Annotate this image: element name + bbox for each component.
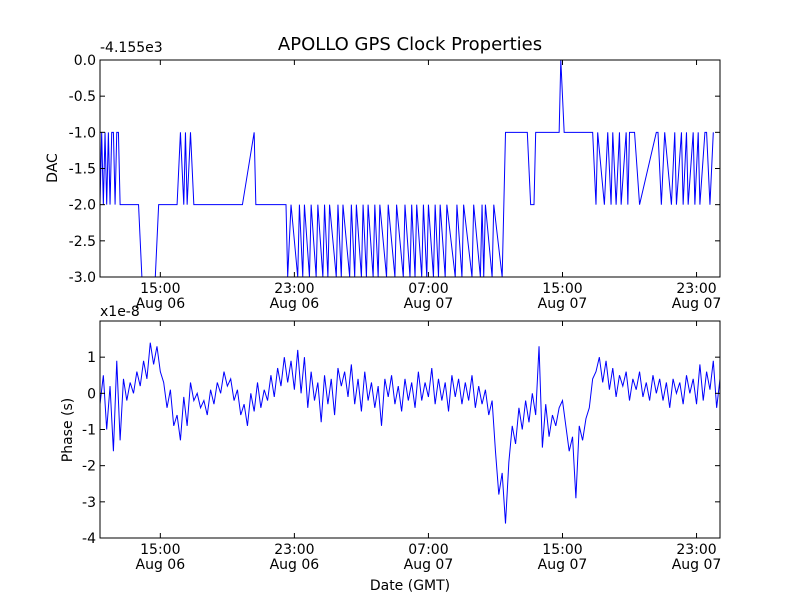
x-axis-label: Date (GMT) bbox=[370, 578, 450, 594]
dac-xtick-time-label: 15:00 bbox=[140, 281, 180, 297]
phase-xtick-time-label: 23:00 bbox=[274, 542, 314, 558]
phase-xtick-time-label: 07:00 bbox=[408, 542, 448, 558]
phase-ytick-label: -4 bbox=[82, 531, 96, 547]
dac-ytick-label: -0.5 bbox=[69, 89, 96, 105]
phase-xtick-time-label: 15:00 bbox=[140, 542, 180, 558]
phase-ytick-label: -1 bbox=[82, 423, 96, 439]
dac-ytick-label: -1.0 bbox=[69, 125, 96, 141]
dac-xtick-date-label: Aug 06 bbox=[270, 296, 320, 312]
phase-series-line bbox=[100, 342, 720, 524]
dac-series-line bbox=[100, 60, 714, 277]
phase-ytick-label: 1 bbox=[87, 350, 96, 366]
phase-xtick-date-label: Aug 07 bbox=[672, 557, 722, 573]
dac-y-axis-label: DAC bbox=[45, 153, 61, 183]
dac-ytick-label: -3.0 bbox=[69, 270, 96, 286]
dac-xtick-time-label: 23:00 bbox=[676, 281, 716, 297]
phase-xtick-date-label: Aug 07 bbox=[538, 557, 588, 573]
phase-axes-frame bbox=[99, 320, 721, 539]
dac-xtick-date-label: Aug 07 bbox=[538, 296, 588, 312]
dac-xtick-date-label: Aug 06 bbox=[136, 296, 186, 312]
phase-ytick-label: 0 bbox=[87, 386, 96, 402]
dac-xtick-time-label: 23:00 bbox=[274, 281, 314, 297]
dac-ytick-label: 0.0 bbox=[74, 53, 96, 69]
dac-xtick-time-label: 15:00 bbox=[542, 281, 582, 297]
dac-ytick-label: -1.5 bbox=[69, 162, 96, 178]
phase-ytick-label: -2 bbox=[82, 459, 96, 475]
phase-offset-label: x1e-8 bbox=[100, 304, 140, 320]
phase-xtick-time-label: 23:00 bbox=[676, 542, 716, 558]
phase-xtick-date-label: Aug 07 bbox=[404, 557, 454, 573]
dac-offset-label: -4.155e3 bbox=[100, 40, 163, 56]
dac-ytick-label: -2.0 bbox=[69, 198, 96, 214]
phase-y-axis-label: Phase (s) bbox=[60, 398, 76, 462]
dac-ytick-label: -2.5 bbox=[69, 234, 96, 250]
dac-xtick-date-label: Aug 07 bbox=[404, 296, 454, 312]
phase-xtick-date-label: Aug 06 bbox=[136, 557, 186, 573]
dac-xtick-time-label: 07:00 bbox=[408, 281, 448, 297]
phase-series-layer bbox=[100, 342, 720, 524]
phase-ytick-label: -3 bbox=[82, 495, 96, 511]
dac-series-layer bbox=[100, 60, 714, 277]
phase-xtick-time-label: 15:00 bbox=[542, 542, 582, 558]
chart-title: APOLLO GPS Clock Properties bbox=[278, 34, 542, 55]
phase-xtick-date-label: Aug 06 bbox=[270, 557, 320, 573]
dac-xtick-date-label: Aug 07 bbox=[672, 296, 722, 312]
